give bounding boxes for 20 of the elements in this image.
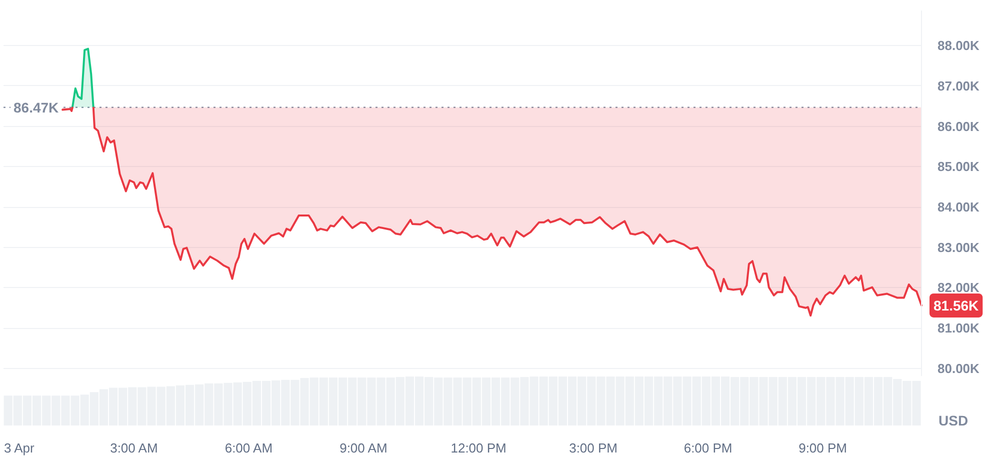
y-tick-label: 84.00K	[938, 200, 980, 215]
y-tick-label: 80.00K	[938, 360, 980, 376]
ref-line-label: 86.47K	[14, 99, 59, 116]
y-tick-label: 85.00K	[938, 159, 980, 174]
x-tick-label: 3 Apr	[4, 440, 36, 456]
x-tick-label: 3:00 PM	[569, 440, 618, 456]
x-tick-label: 9:00 AM	[340, 440, 388, 456]
annotation: 81.56K	[934, 297, 979, 314]
y-tick-label: 86.00K	[938, 118, 980, 134]
y-tick-label: 87.00K	[938, 78, 980, 94]
y-tick-label: 88.00K	[938, 38, 980, 54]
x-tick-label: 3:00 AM	[110, 440, 158, 456]
x-tick-label: 6:00 AM	[224, 440, 273, 456]
x-tick-label: 12:00 PM	[450, 440, 506, 456]
y-tick-label: 81.00K	[938, 320, 980, 336]
y-tick-label: 83.00K	[938, 240, 980, 255]
y-tick-label: 82.00K	[938, 280, 980, 296]
y-axis-title: USD	[938, 412, 968, 428]
x-tick-label: 9:00 PM	[798, 440, 848, 456]
x-tick-label: 6:00 PM	[684, 440, 732, 456]
